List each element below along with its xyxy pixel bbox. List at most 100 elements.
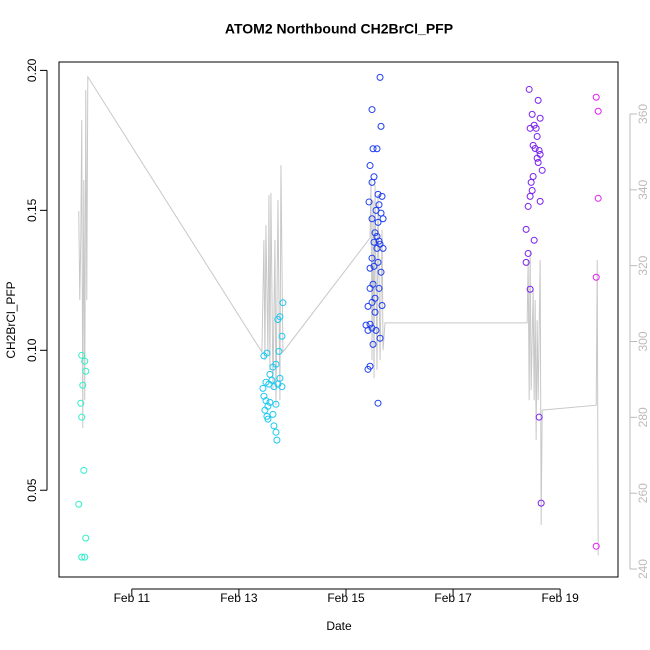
data-point xyxy=(376,73,384,81)
data-point xyxy=(374,218,382,226)
data-point xyxy=(528,186,536,194)
data-point xyxy=(377,122,385,130)
data-point xyxy=(535,413,543,421)
data-point xyxy=(524,202,532,210)
data-point xyxy=(592,93,600,101)
data-point xyxy=(366,320,374,328)
data-point xyxy=(270,422,278,430)
data-point xyxy=(372,326,380,334)
data-point xyxy=(364,365,372,373)
x-tick-label: Feb 15 xyxy=(327,591,365,605)
data-point xyxy=(79,381,87,389)
x-tick-label: Feb 11 xyxy=(114,591,151,605)
data-point xyxy=(82,367,90,375)
data-point xyxy=(364,326,372,334)
data-point xyxy=(376,334,384,342)
data-point xyxy=(274,316,282,323)
data-point xyxy=(373,244,381,252)
data-point xyxy=(371,308,379,316)
data-point xyxy=(369,340,377,348)
data-point xyxy=(368,178,376,186)
data-point xyxy=(378,192,386,200)
data-point xyxy=(279,299,287,307)
data-point xyxy=(594,107,602,115)
data-point xyxy=(278,383,286,391)
data-point xyxy=(81,357,89,365)
x-axis-title: Date xyxy=(326,619,352,633)
data-point xyxy=(532,124,540,132)
data-point xyxy=(377,268,385,276)
data-point xyxy=(379,244,387,252)
data-point xyxy=(75,500,83,508)
data-point xyxy=(263,349,271,357)
data-point xyxy=(524,249,532,257)
data-point xyxy=(261,406,269,414)
data-point xyxy=(260,392,268,400)
data-point xyxy=(534,96,542,104)
y2-tick-label: 260 xyxy=(636,483,650,503)
data-point xyxy=(537,499,545,507)
data-point xyxy=(78,413,86,421)
y2-tick-label: 280 xyxy=(636,407,650,427)
data-point xyxy=(592,273,600,281)
x-tick-label: Feb 13 xyxy=(220,591,258,605)
data-point xyxy=(81,553,89,561)
data-point xyxy=(365,198,373,206)
data-point xyxy=(374,258,382,266)
data-point xyxy=(265,380,273,388)
x-tick-label: Feb 19 xyxy=(541,591,579,605)
data-point xyxy=(259,384,267,392)
data-point xyxy=(373,145,381,153)
data-point xyxy=(268,376,276,384)
data-point xyxy=(375,201,383,209)
data-point xyxy=(534,158,542,166)
data-point xyxy=(366,264,374,272)
data-point xyxy=(272,428,280,436)
data-point xyxy=(269,363,277,371)
data-point xyxy=(536,197,544,205)
data-point xyxy=(368,298,376,306)
data-point xyxy=(525,85,533,93)
data-point xyxy=(536,150,544,158)
y-tick-label: 0.05 xyxy=(25,478,39,502)
y2-tick-label: 340 xyxy=(636,179,650,199)
y2-tick-label: 320 xyxy=(636,255,650,275)
data-point xyxy=(269,410,277,418)
data-point xyxy=(522,225,530,233)
data-point xyxy=(536,114,544,122)
y2-tick-label: 240 xyxy=(636,559,650,579)
data-point xyxy=(278,332,286,340)
data-point xyxy=(82,534,90,542)
data-point xyxy=(78,351,86,359)
data-point xyxy=(275,347,283,355)
y-tick-label: 0.20 xyxy=(25,58,39,82)
data-point xyxy=(375,237,383,245)
y-axis-title: CH2BrCl_PFP xyxy=(4,281,18,358)
data-point xyxy=(531,144,539,152)
data-point xyxy=(526,124,534,132)
data-point xyxy=(273,436,281,444)
data-point xyxy=(266,398,274,406)
data-point xyxy=(533,132,541,140)
y2-tick-label: 360 xyxy=(636,104,650,124)
data-point xyxy=(264,415,272,423)
data-point xyxy=(375,284,383,292)
data-point xyxy=(529,172,537,180)
data-point xyxy=(592,542,600,550)
data-point xyxy=(374,399,382,407)
x-tick-label: Feb 17 xyxy=(434,591,472,605)
chart-title: ATOM2 Northbound CH2BrCl_PFP xyxy=(225,21,453,37)
data-point xyxy=(369,145,377,153)
data-point xyxy=(368,254,376,262)
data-point xyxy=(364,302,372,310)
data-point xyxy=(366,284,374,292)
data-point xyxy=(374,190,382,198)
data-point xyxy=(533,154,541,162)
data-point xyxy=(276,374,284,382)
data-point xyxy=(378,302,386,310)
data-point xyxy=(528,110,536,118)
data-point xyxy=(527,178,535,186)
data-point xyxy=(78,553,86,561)
data-point xyxy=(535,146,543,154)
